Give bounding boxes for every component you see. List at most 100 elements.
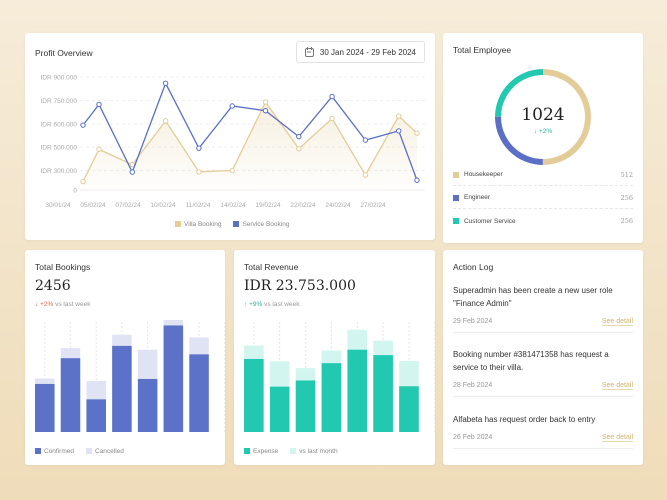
y-tick-label: 0 — [73, 188, 77, 195]
date-range-text: 30 Jan 2024 - 29 Feb 2024 — [319, 47, 416, 57]
action-log-card: Action Log Superadmin has been create a … — [443, 250, 643, 465]
bar-confirmed — [60, 358, 81, 432]
bar-vs-last-month — [244, 345, 264, 359]
data-point — [262, 107, 269, 114]
see-detail-link[interactable]: See detail — [601, 382, 633, 390]
donut-segment-customer-service — [495, 69, 591, 165]
data-point — [262, 99, 269, 105]
donut-segment-engineer — [495, 69, 591, 165]
arrow-down-icon: ↓ — [35, 301, 39, 308]
y-tick-label: IDR 300.000 — [41, 168, 78, 175]
legend-cancelled: Cancelled — [85, 448, 124, 455]
delta-value: +9% — [249, 301, 263, 308]
data-point — [162, 118, 169, 124]
legend-label: vs last month — [299, 448, 338, 455]
total-employee-card: Total Employee 1024 ↓ +2% Housekeeper 512… — [443, 33, 643, 243]
x-tick-label: 24/02/24 — [325, 202, 351, 209]
employee-delta: ↓ +2% — [443, 128, 643, 135]
legend-villa-booking: Villa Booking — [175, 221, 221, 228]
legend-label: Cancelled — [94, 448, 124, 455]
x-tick-label: 05/02/24 — [80, 202, 106, 209]
bar-vs-last-month — [347, 329, 368, 350]
total-revenue-card: Total Revenue IDR 23.753.000 ↑ +9% vs la… — [234, 250, 435, 465]
bar-expense — [295, 380, 316, 432]
data-point — [129, 169, 136, 175]
service-booking-line — [82, 81, 418, 181]
bar-expense — [321, 363, 342, 432]
see-detail-link[interactable]: See detail — [601, 434, 633, 442]
data-point — [229, 103, 235, 109]
employee-row-housekeeper: Housekeeper 512 — [453, 164, 633, 186]
x-tick-label: 11/02/24 — [186, 202, 211, 209]
legend-swatch — [453, 218, 459, 224]
data-point — [80, 178, 86, 185]
card-title: Total Employee — [453, 45, 512, 55]
x-tick-label: 30/01/24 — [45, 202, 71, 209]
log-item: Alfabeta has request order back to entry… — [453, 413, 633, 449]
bar-cancelled — [35, 378, 55, 384]
data-point — [414, 177, 420, 183]
legend-expense: Expense — [244, 448, 278, 455]
bar-cancelled — [137, 349, 158, 379]
profit-overview-card: Profit Overview 30 Jan 2024 - 29 Feb 202… — [25, 33, 435, 240]
data-point — [362, 137, 369, 143]
group-label: Customer Service — [464, 217, 516, 225]
legend-last-month: vs last month — [290, 448, 338, 455]
revenue-delta: ↑ +9% vs last week — [244, 301, 299, 308]
log-date: 29 Feb 2024 — [453, 318, 493, 325]
x-tick-label: 27/02/24 — [360, 202, 386, 209]
bookings-delta: ↓ +2% vs last week — [35, 301, 90, 308]
data-point — [96, 146, 102, 153]
arrow-up-icon: ↑ — [244, 301, 248, 308]
group-value: 256 — [620, 193, 633, 202]
delta-suffix: vs last week — [55, 301, 91, 308]
data-point — [329, 115, 335, 122]
arrow-down-icon: ↓ — [533, 128, 538, 135]
data-point — [362, 172, 369, 178]
data-point — [96, 101, 102, 108]
legend-swatch — [175, 221, 181, 227]
bar-expense — [269, 386, 290, 432]
bar-confirmed — [189, 354, 209, 432]
card-title: Total Revenue — [244, 262, 299, 272]
legend-swatch — [453, 194, 459, 201]
employee-donut-chart — [495, 69, 591, 165]
employee-row-engineer: Engineer 256 — [453, 187, 633, 209]
y-tick-label: IDR 500.000 — [41, 145, 78, 152]
date-range-picker[interactable]: 30 Jan 2024 - 29 Feb 2024 — [295, 41, 425, 63]
group-label: Housekeeper — [464, 171, 503, 178]
data-point — [396, 113, 402, 119]
bar-expense — [399, 386, 419, 432]
profit-legend: Villa Booking Service Booking — [175, 221, 289, 228]
card-title: Action Log — [453, 262, 494, 272]
log-date: 26 Feb 2024 — [453, 434, 493, 441]
log-text: Booking number #381471358 has request a … — [453, 350, 609, 372]
data-point — [229, 167, 235, 174]
legend-label: Service Booking — [242, 221, 290, 228]
legend-label: Villa Booking — [184, 221, 222, 228]
log-item: Superadmin has been create a new user ro… — [453, 284, 633, 333]
x-tick-label: 22/02/24 — [290, 202, 316, 209]
bar-vs-last-month — [399, 360, 419, 387]
delta-value: +2% — [538, 128, 553, 135]
revenue-total: IDR 23.753.000 — [244, 278, 356, 294]
legend-label: Confirmed — [44, 448, 74, 455]
bar-expense — [373, 355, 393, 432]
bookings-legend: Confirmed Cancelled — [35, 448, 124, 455]
bar-confirmed — [86, 399, 106, 432]
data-point — [296, 146, 302, 152]
calendar-icon — [304, 47, 314, 57]
log-item: Booking number #381471358 has request a … — [453, 348, 633, 397]
bar-cancelled — [60, 348, 81, 359]
data-point — [296, 133, 302, 140]
bar-vs-last-month — [373, 340, 393, 356]
card-title: Total Bookings — [35, 262, 91, 272]
data-point — [196, 145, 202, 151]
bar-confirmed — [35, 383, 55, 432]
employee-row-customer-service: Customer Service 256 — [453, 210, 633, 232]
see-detail-link[interactable]: See detail — [601, 318, 633, 326]
bar-vs-last-month — [295, 368, 316, 381]
bar-confirmed — [137, 378, 158, 432]
legend-swatch — [85, 448, 92, 454]
data-point — [414, 130, 420, 136]
